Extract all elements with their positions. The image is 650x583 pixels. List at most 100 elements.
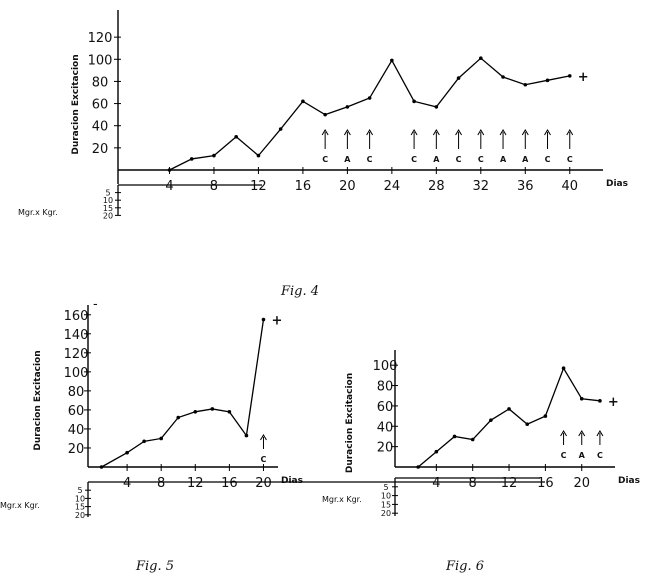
x-tick-label: 16	[537, 476, 554, 491]
marker-arrowhead	[544, 129, 551, 136]
data-point	[227, 410, 232, 414]
x-tick-label: 40	[561, 179, 578, 194]
data-point	[301, 99, 305, 104]
top-label: -	[93, 297, 98, 312]
marker-arrowhead	[410, 129, 418, 136]
x-tick-label: 16	[221, 476, 238, 491]
data-point	[525, 422, 530, 427]
marker-label: C	[411, 155, 417, 164]
data-point	[452, 434, 457, 439]
x-tick-label: 36	[517, 179, 534, 194]
data-point	[261, 317, 266, 322]
data-point	[256, 153, 261, 158]
y-tick-label: 60	[377, 400, 394, 415]
data-point	[345, 105, 350, 109]
marker-arrowhead	[455, 129, 462, 136]
figure-caption: Fig. 5	[135, 559, 174, 574]
data-point	[193, 410, 198, 414]
y-tick-label: 40	[68, 423, 85, 438]
marker-arrowhead	[343, 129, 351, 136]
y-tick-label: 40	[92, 120, 109, 135]
y-tick-label: 140	[64, 328, 89, 343]
end-marker: +	[271, 314, 282, 329]
y-tick-label: 160	[64, 309, 89, 324]
x-tick-label: 8	[157, 476, 165, 491]
x-tick-label: 20	[255, 476, 272, 491]
data-point	[470, 437, 475, 442]
marker-label: C	[261, 455, 267, 464]
series-line	[101, 319, 265, 468]
marker-arrowhead	[366, 129, 374, 136]
marker-arrowhead	[432, 129, 440, 136]
data-point	[234, 134, 238, 139]
y-tick-label: 80	[68, 385, 85, 400]
figure-caption: Fig. 6	[445, 559, 484, 574]
data-point	[212, 153, 216, 158]
figure-3: 20 40 60 80 100 4 8 12 16 20 Dias Duracion Excitaci…	[322, 350, 640, 574]
data-point	[598, 399, 602, 403]
marker-label: C	[478, 155, 484, 164]
x-tick-label: 8	[210, 179, 218, 194]
marker-arrowhead	[596, 430, 604, 437]
x-tick-label: 28	[428, 179, 445, 194]
data-point	[167, 168, 172, 172]
data-point	[189, 157, 194, 161]
y-tick-label: 120	[64, 347, 89, 362]
marker-label: A	[522, 155, 529, 164]
x-axis-title: Dias	[606, 179, 628, 189]
marker-arrowhead	[578, 430, 586, 437]
x-tick-label: 16	[295, 179, 312, 194]
marker-arrowhead	[521, 129, 529, 136]
figure-caption: Fig. 4	[280, 284, 319, 299]
bar-y-tick-label: 15	[381, 500, 391, 509]
marker-arrowhead	[499, 129, 507, 136]
bar-y-tick-label: 15	[75, 503, 85, 512]
data-point	[142, 439, 146, 444]
data-point	[434, 105, 439, 109]
data-point	[244, 433, 249, 438]
bar-y-tick-label: 10	[103, 196, 113, 205]
marker-label: C	[567, 155, 573, 164]
data-point	[501, 75, 505, 79]
data-point	[176, 415, 181, 420]
data-point	[99, 465, 104, 469]
marker-label: C	[456, 155, 462, 164]
x-tick-label: 20	[573, 476, 590, 491]
marker-label: A	[579, 451, 586, 460]
marker-label: A	[433, 155, 440, 164]
y-tick-label: 100	[373, 359, 398, 374]
data-point	[561, 366, 566, 371]
marker-label: A	[500, 155, 507, 164]
bar-y-tick-label: 10	[75, 494, 85, 503]
series-line	[169, 57, 570, 171]
x-axis-title: Dias	[281, 476, 303, 486]
data-point	[489, 418, 493, 422]
y-tick-label: 60	[92, 98, 109, 113]
data-point	[390, 58, 394, 63]
data-point	[412, 99, 416, 104]
marker-label: C	[597, 451, 603, 460]
x-tick-label: 4	[165, 179, 173, 194]
y-tick-label: 100	[88, 53, 113, 68]
y-axis-title: Duracion Excitacion	[33, 350, 43, 450]
x-tick-label: 24	[384, 179, 401, 194]
data-point	[159, 436, 163, 441]
marker-label: C	[545, 155, 551, 164]
x-tick-label: 4	[432, 476, 440, 491]
marker-arrowhead	[260, 434, 267, 441]
data-point	[507, 407, 511, 411]
marker-arrowhead	[477, 129, 485, 136]
data-point	[434, 449, 439, 454]
marker-label: C	[367, 155, 373, 164]
data-point	[545, 78, 550, 83]
y-tick-label: 40	[377, 420, 394, 435]
bar-y-tick-label: 5	[105, 189, 110, 198]
bar-y-tick-label: 10	[381, 492, 391, 501]
y-tick-label: 60	[68, 404, 85, 419]
bar-y-axis-title: Mgr.x Kgr.	[0, 501, 40, 510]
figure-1: 20 40 60 80 100 120 4 8 12 16 20 24 28 32 36 40 Dias Dura…	[18, 10, 628, 299]
y-tick-label: 100	[64, 366, 89, 381]
bar-y-tick-label: 20	[103, 211, 113, 220]
